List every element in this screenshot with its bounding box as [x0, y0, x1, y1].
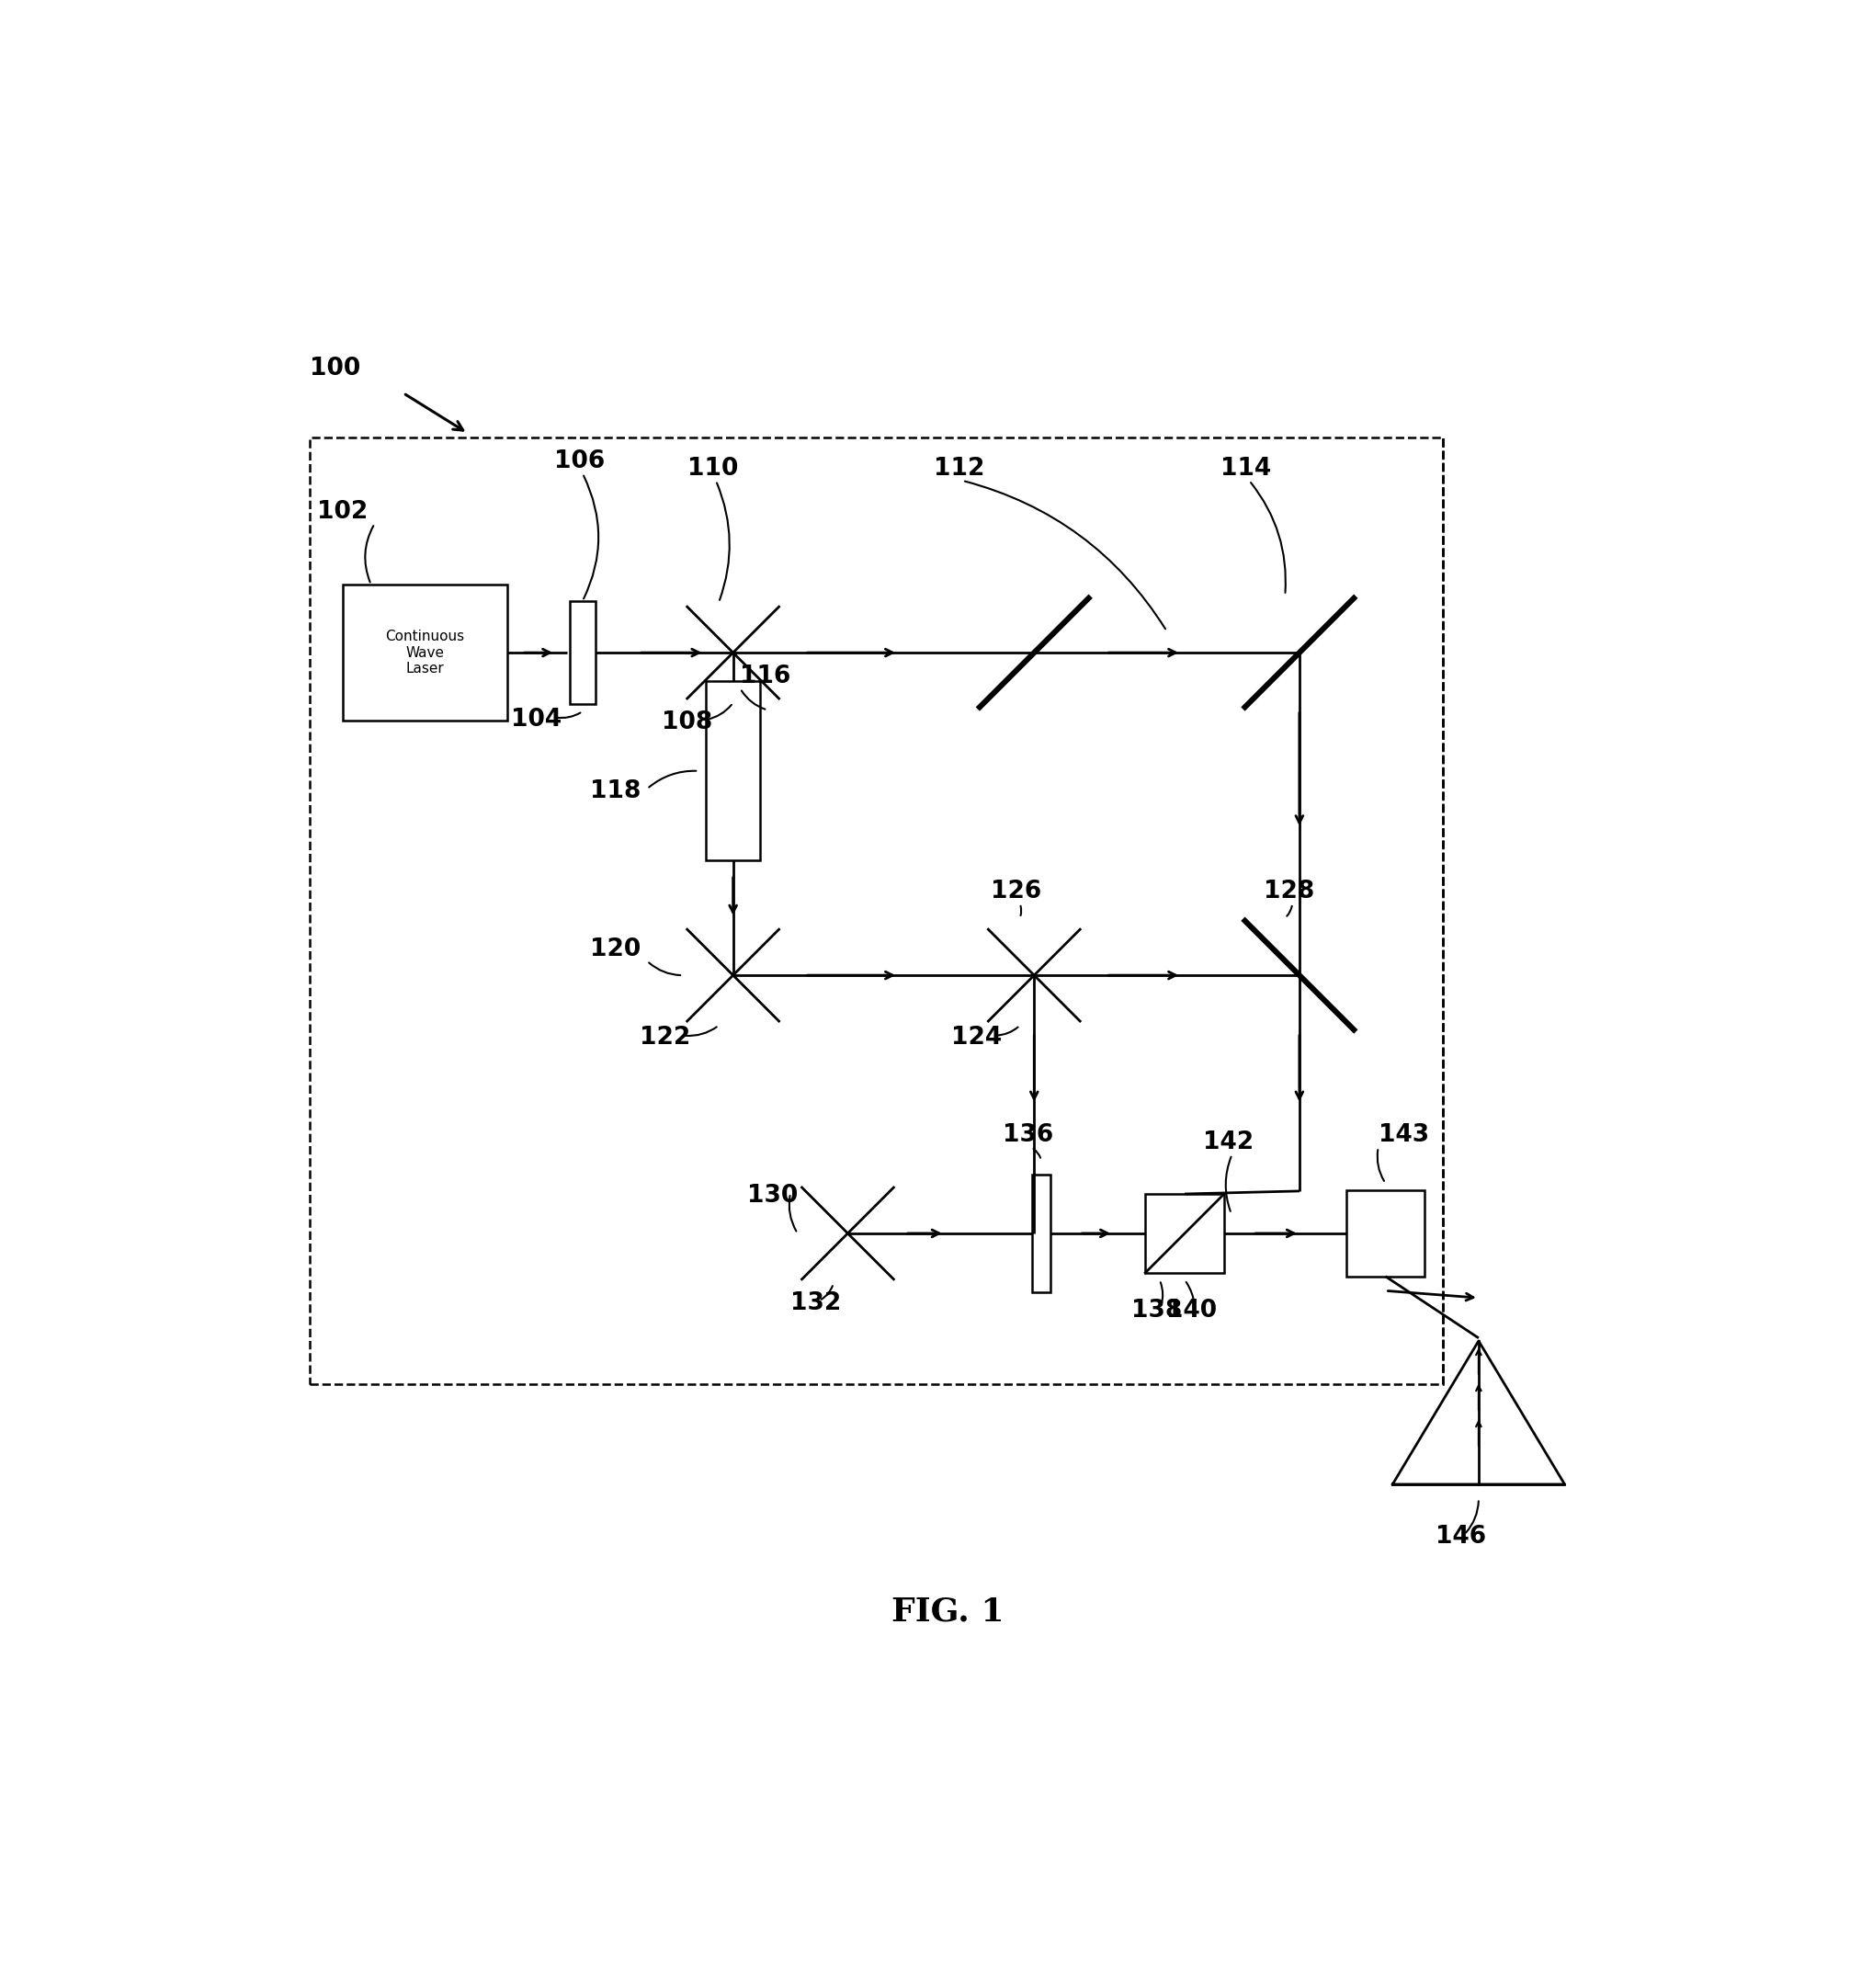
Bar: [1145, 1195, 1225, 1272]
Text: 110: 110: [686, 457, 738, 481]
Text: 120: 120: [590, 936, 640, 960]
Text: 128: 128: [1264, 879, 1314, 905]
Text: 140: 140: [1166, 1298, 1217, 1322]
Text: 112: 112: [934, 457, 984, 481]
Text: 143: 143: [1378, 1123, 1428, 1147]
Text: Continuous
Wave
Laser: Continuous Wave Laser: [385, 630, 464, 676]
Text: 124: 124: [951, 1026, 1001, 1050]
Text: 138: 138: [1132, 1298, 1182, 1322]
Bar: [570, 600, 596, 704]
Text: 126: 126: [992, 879, 1042, 905]
Text: 130: 130: [747, 1183, 797, 1207]
Bar: [1347, 1191, 1424, 1276]
Text: 114: 114: [1221, 457, 1271, 481]
Bar: [311, 437, 1443, 1384]
Text: 132: 132: [790, 1290, 842, 1316]
Text: 136: 136: [1003, 1123, 1053, 1147]
Text: 106: 106: [553, 449, 605, 473]
Text: 100: 100: [311, 356, 361, 380]
Text: 108: 108: [662, 710, 712, 734]
Text: 146: 146: [1436, 1525, 1486, 1549]
Bar: [342, 584, 507, 722]
Text: 104: 104: [511, 708, 562, 732]
Bar: [1032, 1175, 1051, 1292]
Bar: [707, 682, 760, 861]
Text: 118: 118: [590, 779, 640, 803]
Text: FIG. 1: FIG. 1: [892, 1596, 1005, 1628]
Text: 142: 142: [1202, 1131, 1254, 1155]
Text: 102: 102: [318, 499, 368, 523]
Text: 122: 122: [640, 1026, 690, 1050]
Text: 116: 116: [740, 664, 792, 688]
